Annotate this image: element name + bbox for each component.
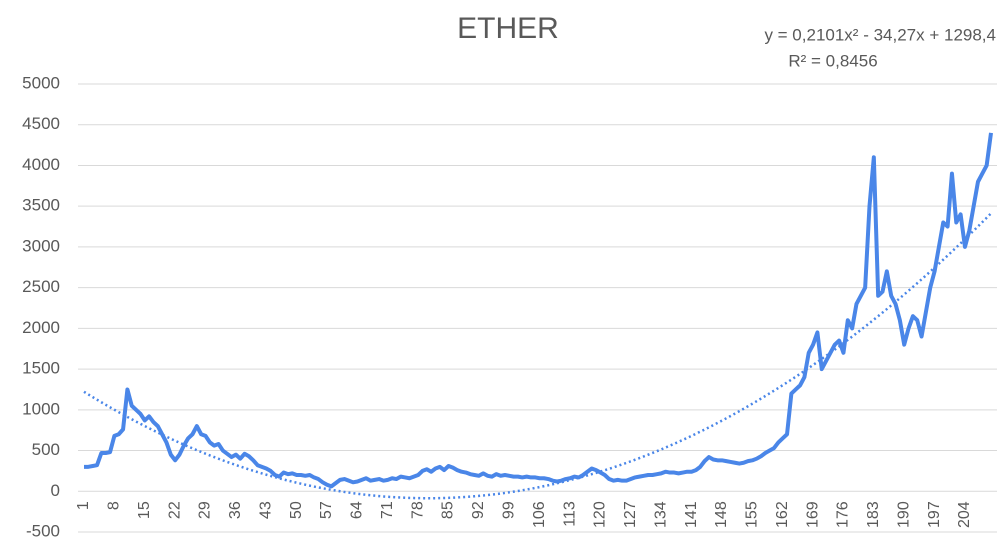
x-tick-label: 183 xyxy=(865,501,882,528)
x-tick-label: 71 xyxy=(379,501,396,519)
x-tick-label: 92 xyxy=(470,501,487,519)
y-tick-label: 2000 xyxy=(22,318,60,337)
trendline-r-squared: R² = 0,8456 xyxy=(788,51,877,70)
y-tick-label: 4000 xyxy=(22,155,60,174)
y-tick-label: 3500 xyxy=(22,196,60,215)
x-tick-label: 134 xyxy=(652,501,669,528)
x-tick-label: 197 xyxy=(926,501,943,528)
x-tick-label: 176 xyxy=(835,501,852,528)
x-tick-label: 15 xyxy=(136,501,153,519)
y-tick-label: 500 xyxy=(32,440,60,459)
x-tick-label: 113 xyxy=(561,501,578,527)
y-tick-label: 4500 xyxy=(22,114,60,133)
x-tick-label: 141 xyxy=(683,501,700,528)
x-tick-label: 204 xyxy=(956,501,973,528)
price-line xyxy=(84,132,993,489)
x-tick-label: 106 xyxy=(531,501,548,528)
y-tick-label: 0 xyxy=(51,481,60,500)
x-tick-label: 36 xyxy=(227,501,244,519)
y-tick-label: 5000 xyxy=(22,73,60,92)
x-tick-label: 148 xyxy=(713,501,730,528)
x-tick-label: 50 xyxy=(288,501,305,519)
y-tick-label: 2500 xyxy=(22,277,60,296)
x-tick-label: 8 xyxy=(106,501,123,510)
x-tick-label: 120 xyxy=(592,501,609,528)
x-tick-label: 64 xyxy=(349,501,366,519)
y-tick-label: 3000 xyxy=(22,236,60,255)
chart-title: ETHER xyxy=(457,12,559,45)
x-tick-label: 169 xyxy=(804,501,821,528)
x-tick-label: 29 xyxy=(197,501,214,519)
x-tick-label: 78 xyxy=(409,501,426,519)
y-tick-label: -500 xyxy=(26,521,60,540)
x-tick-label: 57 xyxy=(318,501,335,519)
x-tick-label: 127 xyxy=(622,501,639,528)
x-tick-label: 190 xyxy=(895,501,912,528)
y-tick-label: 1000 xyxy=(22,399,60,418)
x-tick-label: 22 xyxy=(166,501,183,519)
trendline xyxy=(83,212,992,500)
x-tick-label: 85 xyxy=(440,501,457,519)
trendline-equation: y = 0,2101x² - 34,27x + 1298,4 xyxy=(764,25,996,44)
x-tick-label: 99 xyxy=(501,501,518,519)
x-tick-label: 43 xyxy=(257,501,274,519)
x-tick-label: 162 xyxy=(774,501,791,528)
x-tick-label: 1 xyxy=(75,501,92,510)
x-tick-label: 155 xyxy=(744,501,761,528)
y-tick-label: 1500 xyxy=(22,359,60,378)
